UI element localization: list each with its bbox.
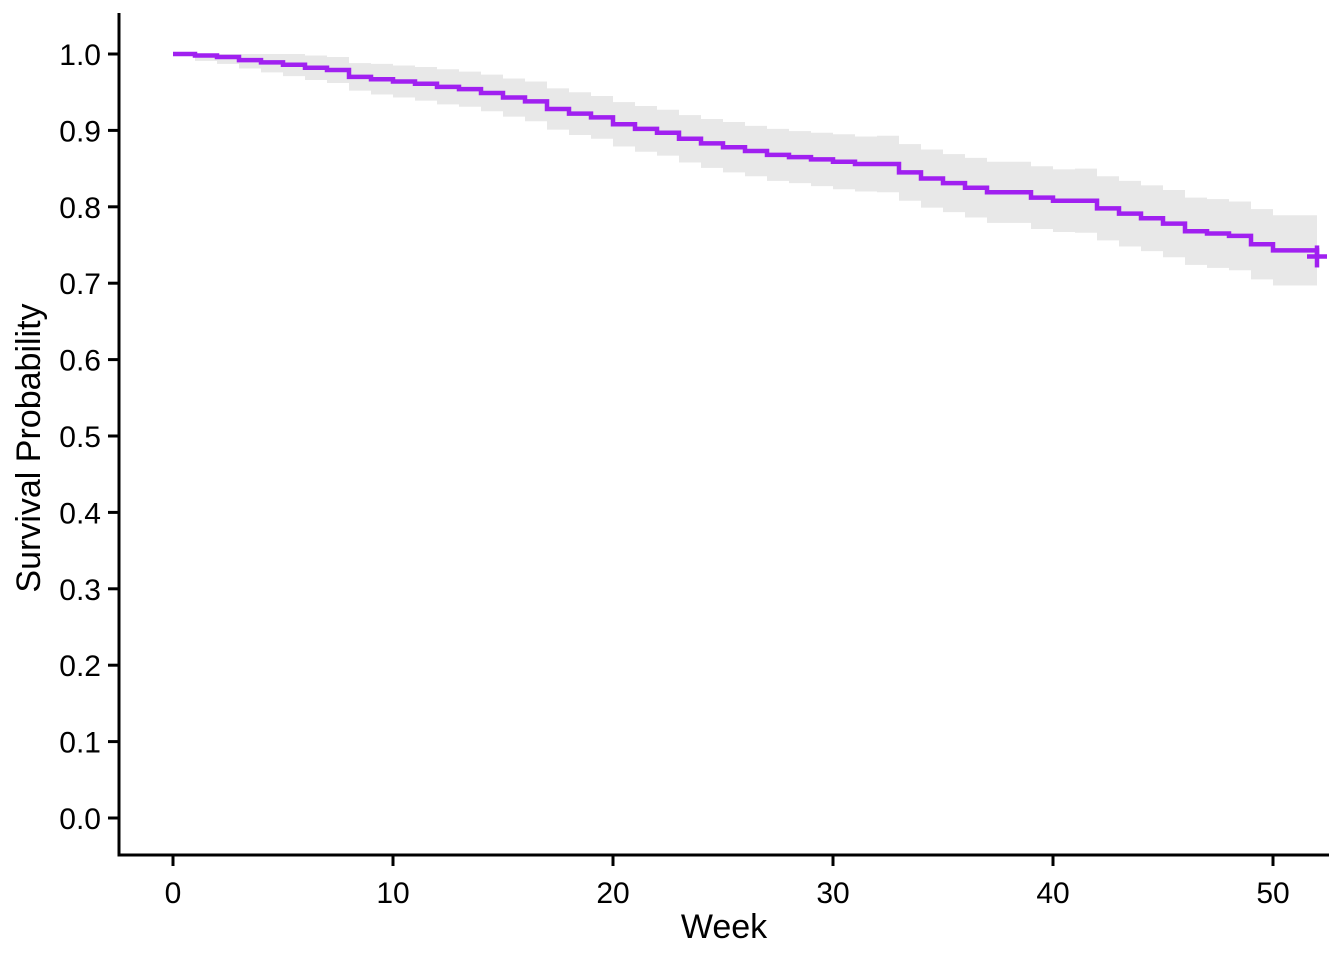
- axes-layer: 0.0 0.1 0.2 0.3 0.4 0.5 0.6 0.7 0.8 0.9 1.0 0 10 20 30…: [59, 13, 1329, 910]
- y-tick-label: 0.8: [59, 192, 101, 225]
- y-tick-label: 0.3: [59, 574, 101, 607]
- y-tick-label: 0.0: [59, 803, 101, 836]
- x-tick-label: 20: [596, 877, 629, 910]
- x-tick-label: 40: [1036, 877, 1069, 910]
- x-tick-label: 50: [1256, 877, 1289, 910]
- x-tick-label: 10: [376, 877, 409, 910]
- y-tick-label: 0.4: [59, 497, 101, 530]
- y-tick-label: 0.7: [59, 268, 101, 301]
- y-tick-label: 1.0: [59, 39, 101, 72]
- x-tick-label: 0: [165, 877, 182, 910]
- censor-marks-layer: [1307, 245, 1327, 268]
- y-tick-label: 0.9: [59, 115, 101, 148]
- y-tick-label: 0.1: [59, 727, 101, 760]
- confidence-band-layer: [173, 54, 1317, 293]
- y-axis-title: Survival Probability: [10, 303, 48, 592]
- survival-curve-layer: [173, 51, 1320, 257]
- x-tick-label: 30: [816, 877, 849, 910]
- y-tick-label: 0.6: [59, 345, 101, 378]
- x-axis-title: Week: [681, 908, 768, 946]
- y-tick-label: 0.5: [59, 421, 101, 454]
- censor-mark: [1307, 245, 1327, 268]
- survival-curve: [173, 51, 1320, 257]
- y-tick-label: 0.2: [59, 650, 101, 683]
- confidence-band: [173, 54, 1317, 293]
